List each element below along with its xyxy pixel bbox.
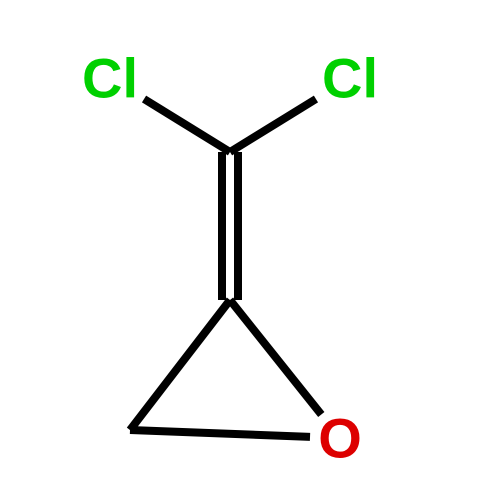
molecule-diagram: Cl Cl O	[0, 0, 500, 500]
atom-Cl_right: Cl	[322, 47, 378, 110]
bond	[144, 99, 230, 152]
bonds	[130, 99, 321, 437]
bond	[130, 430, 310, 437]
atom-labels: Cl Cl O	[82, 47, 378, 470]
bond	[230, 99, 316, 152]
bond	[130, 300, 230, 430]
atom-Cl_left: Cl	[82, 47, 138, 110]
bond	[230, 300, 321, 415]
atom-O: O	[318, 407, 362, 470]
